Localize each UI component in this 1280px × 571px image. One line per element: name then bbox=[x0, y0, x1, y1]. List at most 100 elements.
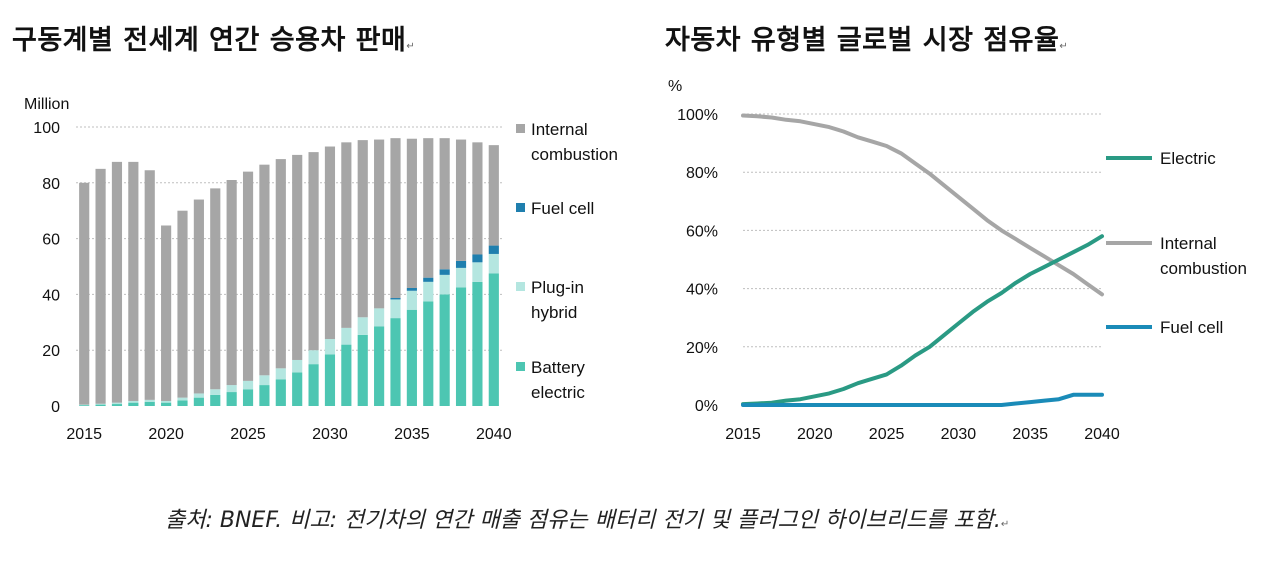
bar-segment-plug-in-hybrid bbox=[374, 308, 385, 327]
y-tick-label: 40% bbox=[686, 282, 718, 299]
bar-segment-battery-electric bbox=[128, 402, 139, 406]
bar-segment-fuel-cell bbox=[439, 269, 450, 275]
bar-segment-internal-combustion bbox=[144, 170, 155, 400]
y-tick-label: 100% bbox=[677, 107, 718, 124]
bar-segment-fuel-cell bbox=[472, 254, 483, 263]
right-chart-title: 자동차 유형별 글로벌 시장 점유율↵ bbox=[665, 25, 1069, 56]
bar-segment-internal-combustion bbox=[259, 164, 270, 376]
bar-segment-internal-combustion bbox=[324, 146, 336, 340]
legend-label: combustion bbox=[531, 145, 618, 164]
bar-segment-plug-in-hybrid bbox=[144, 399, 155, 402]
return-mark-icon: ↵ bbox=[406, 41, 416, 52]
legend-swatch bbox=[516, 362, 525, 371]
bar-segment-internal-combustion bbox=[341, 142, 352, 328]
y-tick-label: 0% bbox=[695, 398, 718, 415]
legend-label: Internal bbox=[531, 120, 588, 139]
bar-segment-battery-electric bbox=[341, 344, 352, 406]
x-tick-label: 2025 bbox=[230, 426, 266, 443]
bar-segment-battery-electric bbox=[472, 281, 483, 406]
bar-segment-plug-in-hybrid bbox=[455, 267, 467, 288]
bar-segment-battery-electric bbox=[455, 287, 467, 406]
bar-segment-plug-in-hybrid bbox=[161, 400, 172, 403]
bar-segment-battery-electric bbox=[357, 334, 368, 406]
x-tick-label: 2035 bbox=[394, 426, 430, 443]
x-tick-label: 2040 bbox=[476, 426, 512, 443]
bar-segment-plug-in-hybrid bbox=[111, 402, 123, 405]
y-tick-label: 20% bbox=[686, 340, 718, 357]
bar-segment-battery-electric bbox=[374, 326, 385, 406]
bar-segment-plug-in-hybrid bbox=[423, 281, 434, 302]
bar-segment-battery-electric bbox=[226, 392, 237, 406]
bar-segment-internal-combustion bbox=[308, 152, 319, 351]
bar-segment-plug-in-hybrid bbox=[128, 400, 139, 403]
legend-label: Plug-in bbox=[531, 278, 584, 297]
x-tick-label: 2020 bbox=[148, 426, 184, 443]
bar-segment-battery-electric bbox=[406, 309, 417, 406]
bar-segment-battery-electric bbox=[177, 400, 188, 406]
bar-segment-plug-in-hybrid bbox=[472, 262, 483, 282]
legend-label: electric bbox=[531, 383, 585, 402]
bar-segment-plug-in-hybrid bbox=[324, 339, 336, 355]
return-mark-icon: ↵ bbox=[1059, 41, 1069, 52]
bar-segment-plug-in-hybrid bbox=[357, 317, 368, 335]
bar-segment-internal-combustion bbox=[79, 182, 90, 405]
bar-segment-internal-combustion bbox=[374, 139, 385, 309]
bar-segment-battery-electric bbox=[144, 401, 155, 406]
bar-segment-fuel-cell bbox=[406, 287, 417, 291]
x-tick-label: 2015 bbox=[66, 426, 102, 443]
bar-segment-battery-electric bbox=[79, 405, 90, 406]
y-axis-label: Million bbox=[24, 96, 69, 113]
y-tick-label: 20 bbox=[42, 343, 60, 360]
bar-segment-plug-in-hybrid bbox=[259, 375, 270, 386]
series-line-internal-combustion bbox=[741, 113, 1104, 297]
bar-segment-battery-electric bbox=[111, 404, 123, 406]
legend-label: hybrid bbox=[531, 303, 577, 322]
bar-segment-internal-combustion bbox=[488, 145, 499, 246]
bar-segment-plug-in-hybrid bbox=[488, 253, 499, 274]
y-axis-label: % bbox=[668, 78, 682, 95]
bar-segment-plug-in-hybrid bbox=[308, 350, 319, 365]
line-chart: 0% 20% 40% 60% 80% 100%% 2015 2020 2025 2030 2035 2… bbox=[668, 78, 1247, 443]
bar-segment-internal-combustion bbox=[210, 188, 221, 390]
y-tick-label: 40 bbox=[42, 287, 60, 304]
x-tick-label: 2030 bbox=[941, 426, 977, 443]
bar-segment-battery-electric bbox=[242, 389, 254, 406]
bar-segment-internal-combustion bbox=[292, 154, 303, 360]
legend-label: Internal bbox=[1160, 234, 1217, 253]
bar-segment-internal-combustion bbox=[193, 199, 204, 394]
y-tick-label: 80 bbox=[42, 176, 60, 193]
bar-segment-internal-combustion bbox=[455, 139, 467, 261]
bar-segment-plug-in-hybrid bbox=[95, 403, 106, 405]
bar-segment-plug-in-hybrid bbox=[275, 368, 286, 380]
bar-segment-plug-in-hybrid bbox=[406, 290, 417, 310]
bar-segment-battery-electric bbox=[193, 397, 204, 406]
series-line-fuel-cell bbox=[741, 392, 1104, 407]
bar-segment-battery-electric bbox=[390, 318, 401, 406]
legend-swatch bbox=[516, 203, 525, 212]
x-tick-label: 2025 bbox=[869, 426, 905, 443]
bar-segment-plug-in-hybrid bbox=[439, 274, 450, 295]
bar-segment-battery-electric bbox=[488, 273, 499, 406]
return-mark-icon: ↵ bbox=[1000, 519, 1010, 530]
bar-segment-internal-combustion bbox=[390, 138, 401, 299]
x-tick-label: 2020 bbox=[797, 426, 833, 443]
legend-label: Battery bbox=[531, 358, 585, 377]
bar-segment-plug-in-hybrid bbox=[226, 385, 237, 393]
bar-segment-plug-in-hybrid bbox=[341, 327, 352, 345]
legend-label: Fuel cell bbox=[1160, 318, 1223, 337]
bar-segment-battery-electric bbox=[423, 301, 434, 406]
bar-segment-plug-in-hybrid bbox=[177, 397, 188, 401]
series-line-electric bbox=[741, 234, 1104, 407]
bar-segment-battery-electric bbox=[439, 294, 450, 406]
legend-swatch bbox=[516, 282, 525, 291]
bar-segment-internal-combustion bbox=[275, 159, 286, 369]
legend-label: Fuel cell bbox=[531, 199, 594, 218]
bar-segment-plug-in-hybrid bbox=[79, 404, 90, 406]
y-tick-label: 0 bbox=[51, 399, 60, 416]
bar-segment-plug-in-hybrid bbox=[242, 380, 254, 390]
y-tick-label: 100 bbox=[33, 120, 60, 137]
x-tick-label: 2040 bbox=[1084, 426, 1120, 443]
bar-segment-internal-combustion bbox=[406, 138, 417, 288]
bar-segment-battery-electric bbox=[275, 379, 286, 406]
bar-segment-internal-combustion bbox=[242, 171, 254, 381]
